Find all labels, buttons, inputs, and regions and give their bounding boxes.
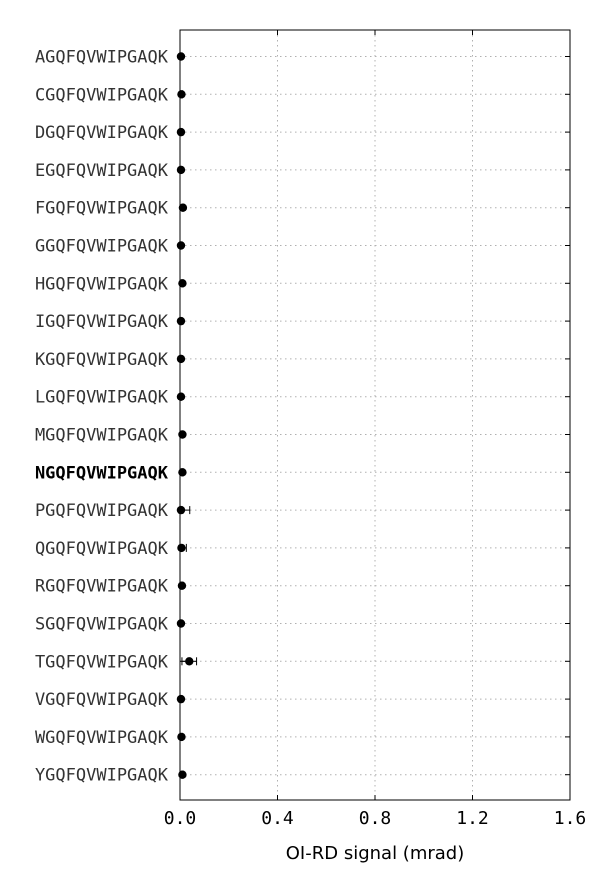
x-tick-label: 0.4 xyxy=(261,808,294,829)
category-label: GGQFQVWIPGAQK xyxy=(35,237,169,257)
data-point xyxy=(178,279,187,288)
category-label: QGQFQVWIPGAQK xyxy=(35,539,169,559)
x-axis-title: OI-RD signal (mrad) xyxy=(286,843,464,864)
data-point xyxy=(176,127,186,137)
data-point xyxy=(176,619,186,628)
x-tick-label: 0.0 xyxy=(164,808,197,829)
category-label: FGQFQVWIPGAQK xyxy=(35,199,169,219)
category-label: IGQFQVWIPGAQK xyxy=(35,312,169,332)
data-point xyxy=(178,770,187,779)
data-point xyxy=(185,657,194,666)
category-label: AGQFQVWIPGAQK xyxy=(35,48,169,68)
data-point xyxy=(176,165,186,175)
data-point xyxy=(178,430,187,439)
data-point xyxy=(178,468,187,477)
category-label: VGQFQVWIPGAQK xyxy=(35,690,169,710)
data-point xyxy=(178,203,188,212)
data-point xyxy=(177,581,187,590)
category-label: EGQFQVWIPGAQK xyxy=(35,161,169,181)
category-label: NGQFQVWIPGAQK xyxy=(35,463,169,483)
category-label: SGQFQVWIPGAQK xyxy=(35,615,169,635)
category-label: PGQFQVWIPGAQK xyxy=(35,501,169,521)
category-label: YGQFQVWIPGAQK xyxy=(35,766,169,786)
data-point xyxy=(176,316,186,326)
x-tick-label: 1.6 xyxy=(554,808,587,829)
data-point xyxy=(176,354,186,364)
category-label: LGQFQVWIPGAQK xyxy=(35,388,169,408)
data-point xyxy=(176,392,186,401)
category-label: DGQFQVWIPGAQK xyxy=(35,123,169,143)
grid-layer xyxy=(179,30,571,800)
x-tick-label: 0.8 xyxy=(359,808,392,829)
data-point xyxy=(177,732,186,742)
data-point xyxy=(177,90,186,99)
category-label: KGQFQVWIPGAQK xyxy=(35,350,169,370)
plot-frame xyxy=(179,29,571,801)
data-point xyxy=(176,505,186,515)
category-label: TGQFQVWIPGAQK xyxy=(35,652,169,672)
x-tick-labels: 0.0 0.4 0.8 1.2 1.6 xyxy=(164,808,587,829)
category-label: WGQFQVWIPGAQK xyxy=(35,728,169,748)
data-point xyxy=(176,241,186,250)
data-point xyxy=(177,543,186,553)
data-point xyxy=(176,52,186,61)
category-label: MGQFQVWIPGAQK xyxy=(35,426,169,446)
category-label: CGQFQVWIPGAQK xyxy=(35,85,169,105)
category-label: RGQFQVWIPGAQK xyxy=(35,577,169,597)
data-point xyxy=(176,694,186,704)
x-tick-label: 1.2 xyxy=(456,808,489,829)
category-labels: AGQFQVWIPGAQK CGQFQVWIPGAQK DGQFQVWIPGAQK E… xyxy=(35,48,169,786)
category-label: HGQFQVWIPGAQK xyxy=(35,274,169,294)
